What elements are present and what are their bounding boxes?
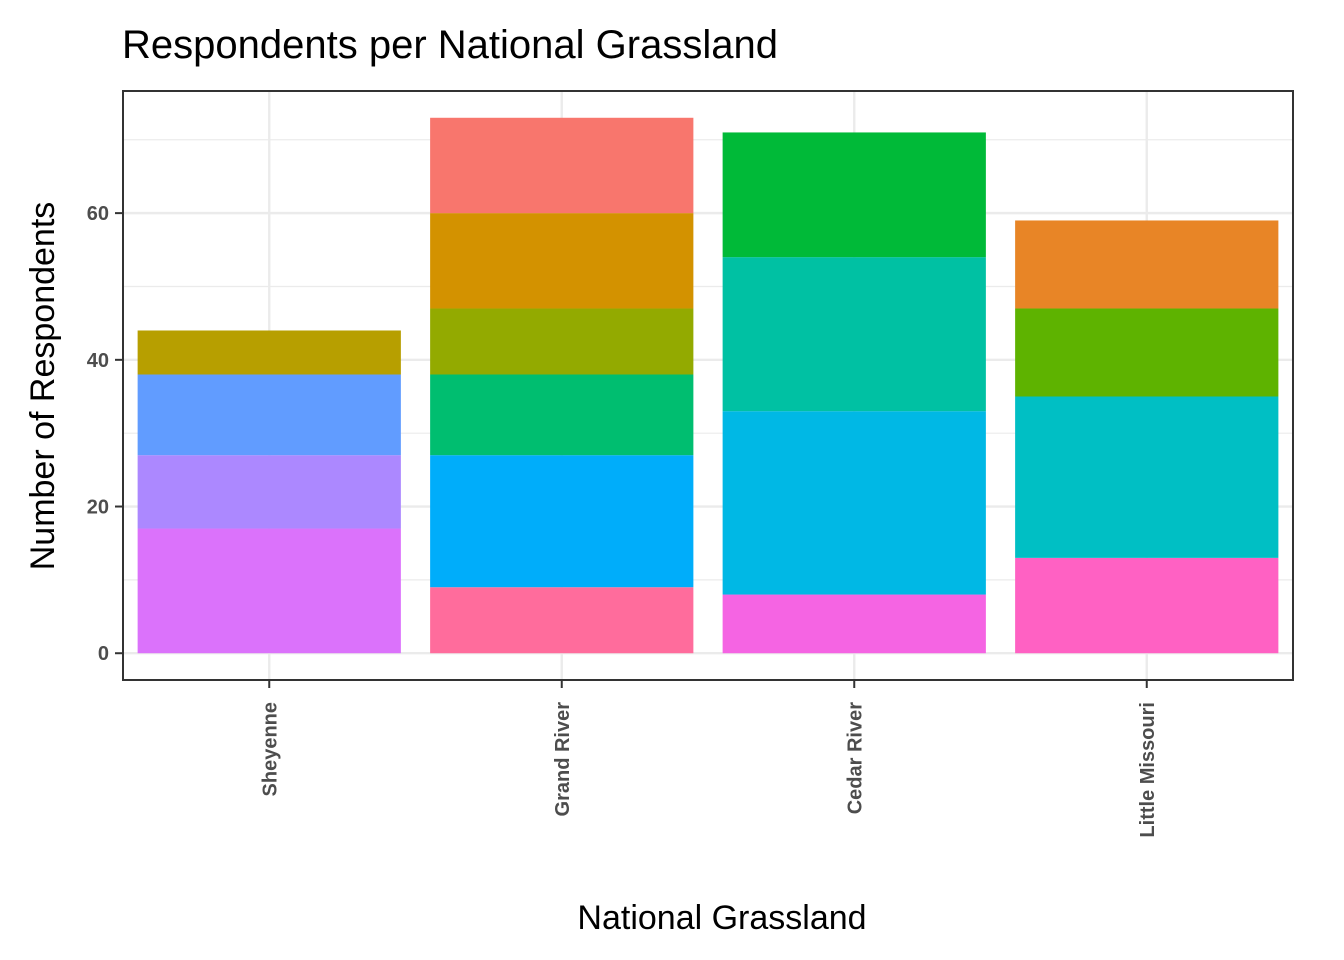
x-tick-label: Sheyenne xyxy=(259,702,281,796)
bar-segment xyxy=(137,374,401,456)
bars xyxy=(137,117,1279,654)
bar-segment xyxy=(430,374,694,456)
chart-title: Respondents per National Grassland xyxy=(122,23,778,67)
bar-segment xyxy=(1015,308,1279,397)
bar-segment xyxy=(722,132,986,258)
y-tick-label: 0 xyxy=(98,643,109,665)
bar-segment xyxy=(722,257,986,412)
bar-segment xyxy=(430,308,694,375)
bar-segment xyxy=(430,213,694,309)
y-tick-label: 60 xyxy=(87,203,109,225)
y-tick-label: 40 xyxy=(87,350,109,372)
bar-segment xyxy=(722,594,986,654)
x-axis-title: National Grassland xyxy=(577,899,866,937)
x-tick-label: Grand River xyxy=(552,702,574,817)
panel-border xyxy=(122,90,1294,681)
bar-segment xyxy=(1015,220,1279,309)
y-axis: 0 20 40 60 xyxy=(87,203,123,665)
y-tick-label: 20 xyxy=(87,497,109,519)
bar-segment xyxy=(1015,557,1279,654)
bar-segment xyxy=(722,411,986,595)
x-tick-label: Cedar River xyxy=(844,702,866,814)
x-tick-label: Little Missouri xyxy=(1137,702,1159,838)
bar-segment xyxy=(137,330,401,375)
bar-segment xyxy=(1015,396,1279,558)
y-axis-title: Number of Respondents xyxy=(24,202,62,571)
bar-segment xyxy=(430,587,694,654)
bar-segment xyxy=(137,455,401,529)
bar-segment xyxy=(430,455,694,588)
bar-segment xyxy=(137,528,401,654)
x-axis: Sheyenne Grand River Cedar River Little Mis… xyxy=(259,680,1159,838)
bar-segment xyxy=(430,117,694,214)
